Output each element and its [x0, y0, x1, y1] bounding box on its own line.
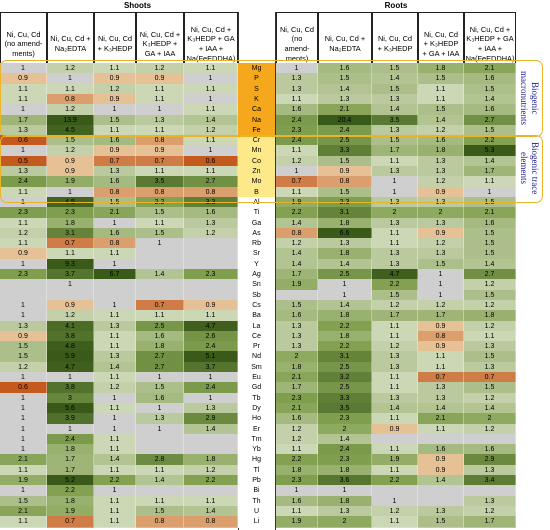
element-label: Ce: [238, 330, 275, 343]
roots-title: Roots: [384, 1, 408, 10]
element-label: Mg: [238, 63, 275, 75]
roots-cell: 1.1: [372, 516, 418, 529]
element-label: Sr: [238, 248, 275, 261]
element-label: Sn: [238, 279, 275, 292]
shoots-cell: 0.8: [184, 516, 238, 529]
element-label: Hg: [238, 454, 275, 467]
element-label: B: [238, 186, 275, 199]
roots-cell: 2: [318, 516, 372, 529]
element-label: Pb: [238, 475, 275, 487]
element-label: La: [238, 320, 275, 333]
element-label: P: [238, 73, 275, 86]
element-label: Tb: [238, 392, 275, 405]
shoots-title: Shoots: [123, 1, 152, 10]
element-label: Pr: [238, 341, 275, 354]
element-label: Rb: [238, 238, 275, 251]
element-label: Sb: [238, 289, 275, 302]
element-label: Sm: [238, 361, 275, 374]
element-label: Ho: [238, 413, 275, 426]
roots-cell: 1.9: [276, 516, 318, 529]
element-label: Ca: [238, 104, 275, 117]
macronutrients-label: Biogenic macronutrients: [519, 71, 540, 125]
roots-cell: 1.5: [418, 516, 464, 529]
element-label: Eu: [238, 372, 275, 384]
element-label: Er: [238, 423, 275, 436]
element-label: Tm: [238, 433, 275, 446]
element-label: Zn: [238, 166, 275, 178]
element-label: Nd: [238, 351, 275, 364]
element-label: Bi: [238, 485, 275, 498]
roots-cell: 1.7: [464, 516, 516, 529]
element-label: Yb: [238, 444, 275, 457]
column-divider: [275, 12, 276, 530]
element-label: U: [238, 505, 275, 518]
element-label: K: [238, 93, 275, 106]
shoots-cell: 0.7: [47, 516, 94, 529]
shoots-cell: 1.1: [0, 516, 47, 529]
element-label: Ag: [238, 269, 275, 281]
element-label: Na: [238, 114, 275, 127]
element-label: Co: [238, 155, 275, 168]
element-label: Y: [238, 258, 275, 271]
element-label: Ba: [238, 310, 275, 323]
element-label: Dy: [238, 402, 275, 415]
element-label: Ti: [238, 207, 275, 220]
shoots-cell: 1.1: [94, 516, 136, 529]
element-label: Tl: [238, 464, 275, 477]
trace-elements-label: Biogenic trace elements: [519, 141, 540, 195]
element-label: Ga: [238, 217, 275, 230]
element-label: Fe: [238, 124, 275, 137]
element-label: Mn: [238, 145, 275, 158]
shoots-cell: 0.8: [136, 516, 184, 529]
element-label: Mo: [238, 176, 275, 189]
element-label: Li: [238, 516, 275, 529]
element-label: Th: [238, 495, 275, 508]
element-label: Gd: [238, 382, 275, 395]
element-label: Cs: [238, 299, 275, 312]
element-label: Cr: [238, 135, 275, 148]
element-label: As: [238, 227, 275, 240]
element-label: S: [238, 83, 275, 96]
